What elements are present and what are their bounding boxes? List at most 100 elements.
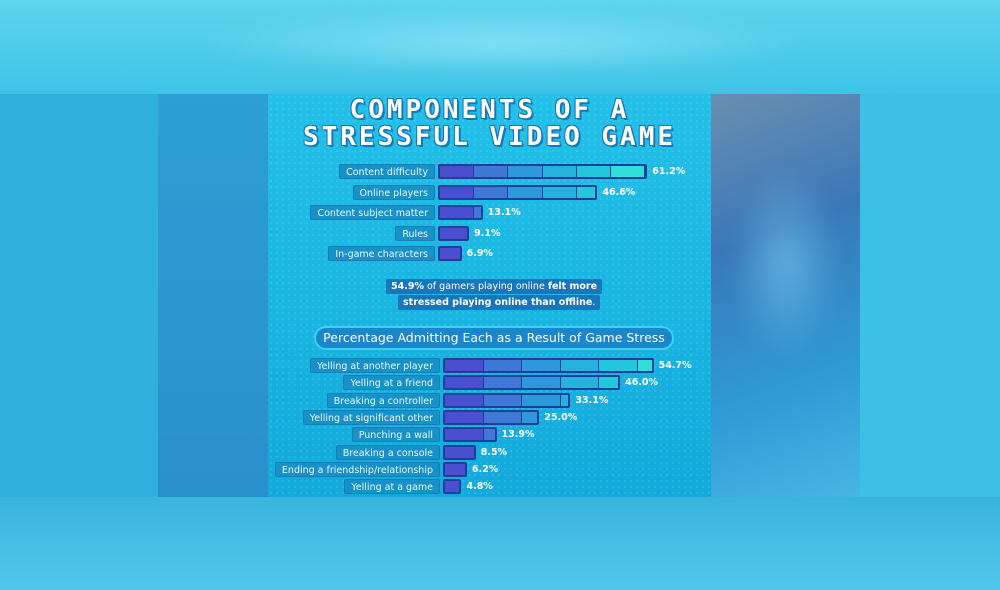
bar-segment <box>445 377 484 389</box>
category-label: Content subject matter <box>310 205 435 220</box>
category-label: Online players <box>352 184 435 200</box>
bar-segment <box>445 411 484 423</box>
bar-segment <box>611 166 646 177</box>
callout-line-1: 54.9% of gamers playing online felt more <box>386 279 603 294</box>
bar-row: Content difficulty 61.2% <box>268 164 711 180</box>
bar-segment <box>522 377 561 389</box>
bar-segment <box>542 166 577 177</box>
chart-title-line-2: STRESSFUL VIDEO GAME <box>302 122 677 152</box>
bar-row: Yelling at a game 4.8% <box>268 479 711 495</box>
bar-segment <box>445 463 465 475</box>
bar <box>438 246 462 261</box>
category-label: Yelling at another player <box>310 358 440 373</box>
bar <box>443 375 621 391</box>
value-label: 46.6% <box>602 186 636 198</box>
value-label: 9.1% <box>474 227 501 239</box>
bar-segment <box>508 166 543 177</box>
bar-segment <box>483 377 522 389</box>
bar-segment <box>445 429 484 441</box>
value-label: 61.2% <box>652 166 686 177</box>
bar <box>438 205 483 220</box>
value-label: 6.2% <box>471 463 499 475</box>
value-label: 6.9% <box>466 248 493 259</box>
value-label: 25.0% <box>544 411 578 423</box>
bar-row: Yelling at a friend 46.0% <box>268 375 711 391</box>
bar <box>438 225 470 241</box>
bar-segment <box>440 166 475 177</box>
bar-row: Breaking a controller 33.1% <box>268 392 711 409</box>
bar-row: Yelling at another player 54.7% <box>268 358 711 374</box>
value-label: 13.9% <box>501 429 535 441</box>
category-label: In-game characters <box>328 246 435 261</box>
bar-segment <box>645 166 646 177</box>
bar-segment <box>474 207 481 218</box>
category-label: Rules <box>395 225 435 241</box>
bar-segment <box>440 227 468 239</box>
category-label: Breaking a console <box>335 444 440 460</box>
bar-segment <box>522 411 538 423</box>
bar-segment <box>483 360 522 371</box>
category-label: Ending a friendship/relationship <box>274 461 440 477</box>
bar-row: In-game characters 6.9% <box>268 246 711 262</box>
category-label: Content difficulty <box>339 164 435 179</box>
chart-title-line-1: COMPONENTS OF A <box>349 95 630 125</box>
bar-segment <box>637 360 652 371</box>
category-label: Breaking a controller <box>326 392 440 408</box>
bar-segment <box>483 411 522 423</box>
blurred-backdrop-bottom <box>0 497 1000 590</box>
value-label: 54.7% <box>658 360 692 371</box>
bar-segment <box>474 186 509 198</box>
blurred-backdrop-right <box>860 94 1000 497</box>
bar <box>438 184 598 200</box>
bar-segment <box>445 481 460 493</box>
bar <box>438 164 648 179</box>
bar-row: Content subject matter 13.1% <box>268 205 711 221</box>
bar-segment <box>599 360 638 371</box>
bar-row: Rules 9.1% <box>268 225 711 242</box>
bar-segment <box>560 377 599 389</box>
value-label: 33.1% <box>575 394 609 406</box>
bar <box>443 392 571 408</box>
bar-segment <box>483 429 495 441</box>
bar-segment <box>522 360 561 371</box>
bar-segment <box>445 394 484 406</box>
bar <box>443 409 540 425</box>
bar-segment <box>599 377 619 389</box>
blurred-backdrop-glow <box>190 8 810 78</box>
bar-segment <box>445 360 484 371</box>
bar <box>443 358 654 373</box>
bar-row: Punching a wall 13.9% <box>268 427 711 443</box>
bar-segment <box>542 186 577 198</box>
category-label: Yelling at a friend <box>343 375 440 391</box>
side-photo-right <box>711 94 860 497</box>
value-label: 8.5% <box>480 446 508 458</box>
bar <box>443 427 497 443</box>
category-label: Yelling at significant other <box>302 409 440 425</box>
side-photo-left <box>158 94 268 497</box>
bar-segment <box>445 446 474 458</box>
infographic-panel: COMPONENTS OF A STRESSFUL VIDEO GAME Con… <box>268 94 711 497</box>
value-label: 46.0% <box>625 377 659 389</box>
bar-segment <box>440 248 460 259</box>
value-label: 13.1% <box>487 207 521 218</box>
bar-segment <box>560 394 569 406</box>
callout-text: of gamers playing online <box>423 281 548 292</box>
bar-segment <box>508 186 543 198</box>
bar-segment <box>522 394 561 406</box>
bar-segment <box>576 186 596 198</box>
bar <box>443 461 467 477</box>
bar-segment <box>560 360 599 371</box>
bar-row: Online players 46.6% <box>268 184 711 201</box>
callout-stat: 54.9% <box>391 281 424 292</box>
blurred-backdrop-left <box>0 94 158 497</box>
bar-segment <box>474 166 509 177</box>
chart-subtitle: Percentage Admitting Each as a Result of… <box>316 328 672 348</box>
bar-segment <box>440 207 475 218</box>
bar-segment <box>576 166 611 177</box>
bar-row: Ending a friendship/relationship 6.2% <box>268 461 711 478</box>
callout-emphasis: felt more <box>547 281 598 292</box>
bar <box>443 479 462 495</box>
category-label: Yelling at a game <box>344 479 440 495</box>
bar-row: Yelling at significant other 25.0% <box>268 409 711 426</box>
bar-segment <box>483 394 522 406</box>
